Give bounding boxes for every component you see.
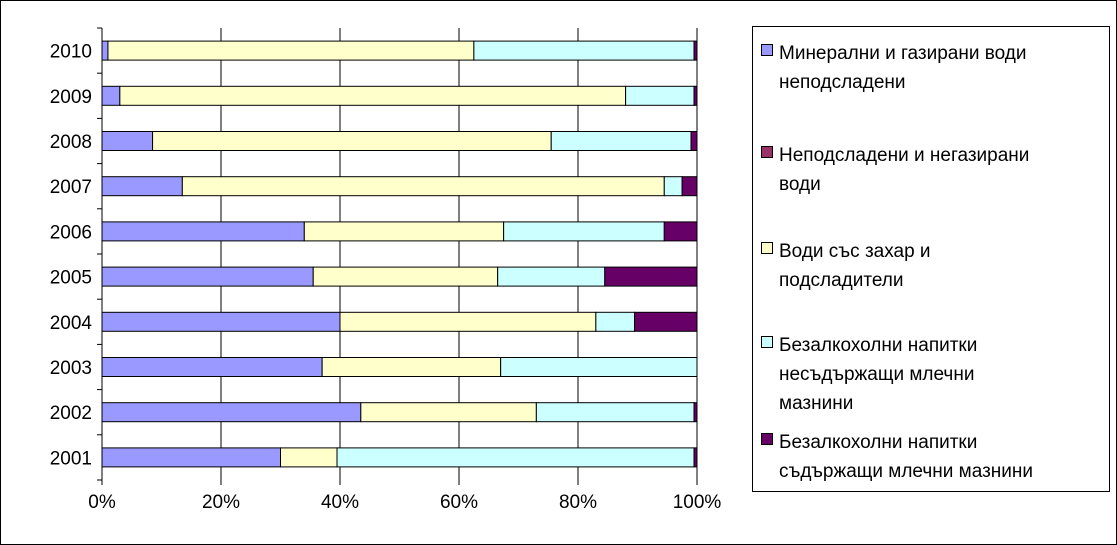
y-tick-label: 2009 <box>50 87 92 108</box>
legend-swatch <box>761 146 773 158</box>
y-tick-label: 2004 <box>50 313 93 334</box>
legend-swatch <box>761 433 773 445</box>
bar-segment <box>120 86 626 105</box>
y-tick-label: 2006 <box>50 222 92 243</box>
legend-label: Неподсладени и негазирани води <box>779 141 1109 199</box>
bar-segment <box>337 448 694 467</box>
x-tick-label: 0% <box>88 492 116 513</box>
legend-label-line: мазнини <box>779 389 1109 418</box>
bar-segment <box>694 403 697 422</box>
legend-label: Минерални и газирани води неподсладени <box>779 39 1109 97</box>
bar-segment <box>102 132 153 151</box>
legend-swatch <box>761 336 773 348</box>
bar-segment <box>182 177 664 196</box>
bar-segment <box>635 312 697 331</box>
bar-segment <box>102 403 361 422</box>
legend-label-line: Минерални и газирани води <box>779 39 1109 68</box>
stacked-bar-chart: 0% 20% 40% 60% 80% 100% 2001 2002 2003 2004 2005 20… <box>0 0 740 545</box>
bar-segment <box>102 267 313 286</box>
bar-segment <box>498 267 605 286</box>
legend-label-line: Безалкохолни напитки <box>779 428 1109 457</box>
legend-label-line: несъдържащи млечни <box>779 360 1109 389</box>
bar-segment <box>664 222 697 241</box>
bar-segment <box>102 222 304 241</box>
legend-label-line: неподсладени <box>779 68 1109 97</box>
bar-segment <box>474 41 694 60</box>
bar-segment <box>340 312 596 331</box>
bar-segment <box>596 312 635 331</box>
x-tick-label: 60% <box>440 492 478 513</box>
x-tick-label: 20% <box>202 492 240 513</box>
bar-segment <box>694 86 697 105</box>
bar-segment <box>504 222 665 241</box>
bar-segment <box>313 267 497 286</box>
bar-segment <box>153 132 552 151</box>
legend-swatch <box>761 242 773 254</box>
y-tick-label: 2003 <box>50 358 92 379</box>
legend-label-line: съдържащи млечни мазнини <box>779 457 1109 486</box>
bar-segment <box>664 177 682 196</box>
legend-label-line: Безалкохолни напитки <box>779 331 1109 360</box>
bar-segment <box>551 132 691 151</box>
bar-segment <box>361 403 537 422</box>
y-tick-label: 2005 <box>50 268 92 289</box>
y-tick-label: 2007 <box>50 177 92 198</box>
x-tick-label: 80% <box>559 492 597 513</box>
x-tick-label: 100% <box>673 492 722 513</box>
bar-segment <box>626 86 694 105</box>
legend-label: Безалкохолни напитки несъдържащи млечни … <box>779 331 1109 418</box>
y-tick-label: 2008 <box>50 132 92 153</box>
bar-segment <box>102 41 108 60</box>
bar-segment <box>102 177 182 196</box>
bar-segment <box>605 267 697 286</box>
legend-label-line: Води със захар и <box>779 237 1109 266</box>
bar-segment <box>102 358 322 377</box>
legend-label-line: Неподсладени и негазирани <box>779 141 1109 170</box>
legend-label: Безалкохолни напитки съдържащи млечни ма… <box>779 428 1109 486</box>
legend-swatch <box>761 44 773 56</box>
y-tick-label: 2010 <box>50 42 92 63</box>
bar-segment <box>501 358 697 377</box>
bar-segment <box>691 132 697 151</box>
bar-segment <box>694 41 697 60</box>
legend-label-line: подсладители <box>779 266 1109 295</box>
legend: Минерални и газирани води неподсладени Н… <box>752 26 1110 492</box>
bar-segment <box>536 403 694 422</box>
bar-segment <box>108 41 474 60</box>
legend-label: Води със захар и подсладители <box>779 237 1109 295</box>
y-tick-label: 2002 <box>50 403 92 424</box>
bar-segment <box>304 222 503 241</box>
bar-segment <box>682 177 697 196</box>
bar-segment <box>102 86 120 105</box>
bar-segment <box>694 448 697 467</box>
bar-segment <box>102 448 281 467</box>
y-tick-label: 2001 <box>50 448 92 469</box>
bar-segment <box>322 358 501 377</box>
bar-segment <box>102 312 340 331</box>
legend-label-line: води <box>779 170 1109 199</box>
x-tick-label: 40% <box>321 492 359 513</box>
bar-segment <box>281 448 338 467</box>
